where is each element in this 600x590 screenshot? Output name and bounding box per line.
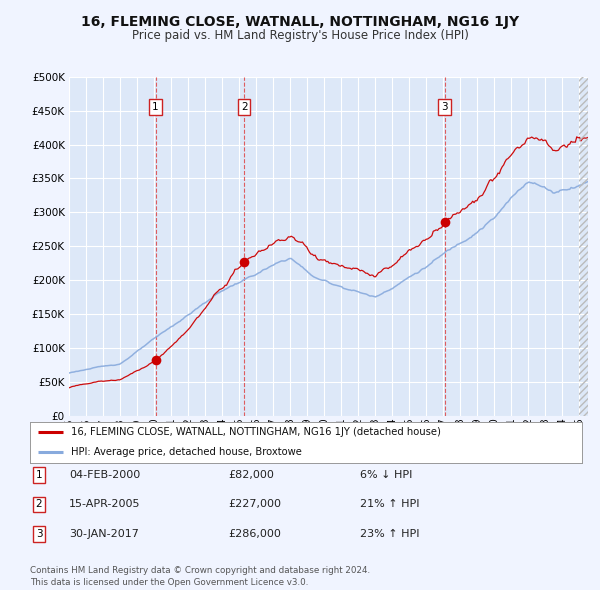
Text: £227,000: £227,000 <box>228 500 281 509</box>
Text: 15-APR-2005: 15-APR-2005 <box>69 500 140 509</box>
Text: 04-FEB-2000: 04-FEB-2000 <box>69 470 140 480</box>
Text: 6% ↓ HPI: 6% ↓ HPI <box>360 470 412 480</box>
Text: HPI: Average price, detached house, Broxtowe: HPI: Average price, detached house, Brox… <box>71 447 302 457</box>
Text: 3: 3 <box>35 529 43 539</box>
Text: 21% ↑ HPI: 21% ↑ HPI <box>360 500 419 509</box>
Text: 30-JAN-2017: 30-JAN-2017 <box>69 529 139 539</box>
Text: 2: 2 <box>35 500 43 509</box>
Text: 1: 1 <box>152 102 159 112</box>
Text: 16, FLEMING CLOSE, WATNALL, NOTTINGHAM, NG16 1JY: 16, FLEMING CLOSE, WATNALL, NOTTINGHAM, … <box>81 15 519 29</box>
Bar <box>580 77 588 416</box>
Text: 2: 2 <box>241 102 247 112</box>
Text: 23% ↑ HPI: 23% ↑ HPI <box>360 529 419 539</box>
Bar <box>580 77 588 416</box>
Text: 3: 3 <box>442 102 448 112</box>
Text: £286,000: £286,000 <box>228 529 281 539</box>
Text: 16, FLEMING CLOSE, WATNALL, NOTTINGHAM, NG16 1JY (detached house): 16, FLEMING CLOSE, WATNALL, NOTTINGHAM, … <box>71 427 441 437</box>
Text: Contains HM Land Registry data © Crown copyright and database right 2024.
This d: Contains HM Land Registry data © Crown c… <box>30 566 370 587</box>
Text: 1: 1 <box>35 470 43 480</box>
Text: £82,000: £82,000 <box>228 470 274 480</box>
Text: Price paid vs. HM Land Registry's House Price Index (HPI): Price paid vs. HM Land Registry's House … <box>131 30 469 42</box>
